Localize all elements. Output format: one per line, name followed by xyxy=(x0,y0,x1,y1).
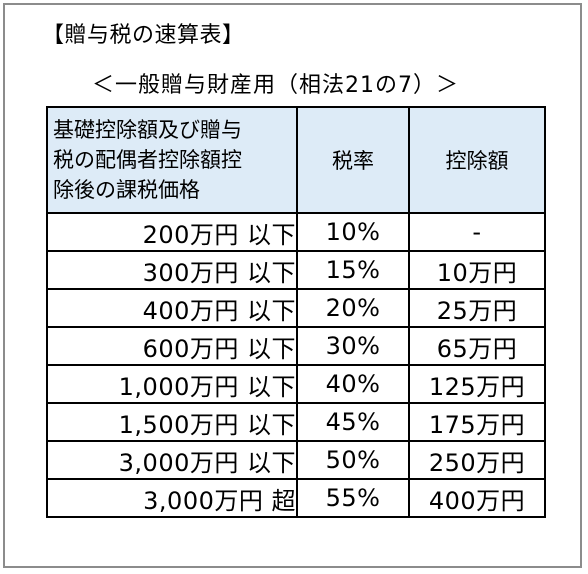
tax-rate-cell: 10% xyxy=(296,212,410,252)
table-row: 3,000万円 超 55% 400万円 xyxy=(46,478,546,518)
deduction-cell: 250万円 xyxy=(408,440,546,480)
deduction-cell: 25万円 xyxy=(408,288,546,328)
deduction-cell: 175万円 xyxy=(408,402,546,442)
taxable-amount-cell: 3,000万円 以下 xyxy=(46,440,298,480)
tax-rate-cell: 30% xyxy=(296,326,410,366)
table-row: 300万円 以下 15% 10万円 xyxy=(46,250,546,290)
column-header-deduction: 控除額 xyxy=(408,106,546,214)
tax-rate-cell: 20% xyxy=(296,288,410,328)
deduction-cell: 400万円 xyxy=(408,478,546,518)
tax-rate-cell: 40% xyxy=(296,364,410,404)
taxable-amount-cell: 3,000万円 超 xyxy=(46,478,298,518)
column-header-line: 基礎控除額及び贈与 xyxy=(53,118,242,142)
taxable-amount-cell: 1,000万円 以下 xyxy=(46,364,298,404)
deduction-cell: - xyxy=(408,212,546,252)
deduction-cell: 125万円 xyxy=(408,364,546,404)
taxable-amount-cell: 600万円 以下 xyxy=(46,326,298,366)
taxable-amount-cell: 1,500万円 以下 xyxy=(46,402,298,442)
table-row: 3,000万円 以下 50% 250万円 xyxy=(46,440,546,480)
tax-rate-cell: 15% xyxy=(296,250,410,290)
column-header-taxable-amount: 基礎控除額及び贈与 税の配偶者控除額控 除後の課税価格 xyxy=(46,106,298,214)
column-header-line: 税の配偶者控除額控 xyxy=(53,148,242,172)
table-row: 600万円 以下 30% 65万円 xyxy=(46,326,546,366)
taxable-amount-cell: 300万円 以下 xyxy=(46,250,298,290)
tax-rate-cell: 45% xyxy=(296,402,410,442)
table-row: 1,500万円 以下 45% 175万円 xyxy=(46,402,546,442)
table-row: 200万円 以下 10% - xyxy=(46,212,546,252)
table-subtitle: ＜一般贈与財産用（相法21の7）＞ xyxy=(92,73,459,98)
tax-rate-cell: 50% xyxy=(296,440,410,480)
tax-rate-cell: 55% xyxy=(296,478,410,518)
deduction-cell: 10万円 xyxy=(408,250,546,290)
table-row: 1,000万円 以下 40% 125万円 xyxy=(46,364,546,404)
column-header-line: 除後の課税価格 xyxy=(53,178,200,202)
tax-rate-table: 基礎控除額及び贈与 税の配偶者控除額控 除後の課税価格 税率 控除額 200万円… xyxy=(46,106,546,518)
table-row: 400万円 以下 20% 25万円 xyxy=(46,288,546,328)
column-header-tax-rate: 税率 xyxy=(296,106,410,214)
taxable-amount-cell: 400万円 以下 xyxy=(46,288,298,328)
table-header-row: 基礎控除額及び贈与 税の配偶者控除額控 除後の課税価格 税率 控除額 xyxy=(46,106,546,214)
taxable-amount-cell: 200万円 以下 xyxy=(46,212,298,252)
deduction-cell: 65万円 xyxy=(408,326,546,366)
page-title: 【贈与税の速算表】 xyxy=(42,23,245,48)
